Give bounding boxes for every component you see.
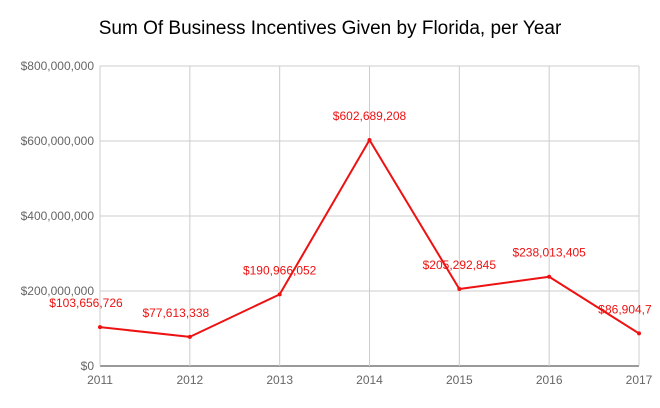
x-tick-label: 2015 [446, 373, 473, 387]
data-label: $602,689,208 [333, 109, 407, 123]
y-tick-label: $400,000,000 [21, 209, 95, 223]
data-point [277, 292, 282, 297]
x-tick-label: 2012 [176, 373, 203, 387]
y-axis-ticks: $0 $200,000,000 $400,000,000 $600,000,000 $8… [21, 59, 95, 373]
x-tick-label: 2011 [87, 373, 113, 387]
chart-title: Sum Of Business Incentives Given by Flor… [98, 18, 562, 39]
x-axis-ticks: 2011 2012 2013 2014 2015 2016 2017 [87, 373, 653, 387]
y-tick-label: $800,000,000 [21, 59, 95, 73]
y-tick-label: $600,000,000 [21, 134, 95, 148]
data-point [187, 334, 192, 339]
data-label: $77,613,338 [142, 306, 209, 320]
y-tick-label: $200,000,000 [21, 284, 95, 298]
data-point [367, 137, 372, 142]
series-group [98, 137, 641, 339]
x-tick-label: 2017 [626, 373, 653, 387]
data-point [98, 325, 102, 330]
x-tick-label: 2016 [536, 373, 563, 387]
data-label: $205,292,845 [423, 258, 497, 272]
y-tick-label: $0 [81, 359, 95, 373]
x-tick-label: 2014 [356, 373, 383, 387]
data-labels: $103,656,726 $77,613,338 $190,966,052 $602,… [49, 109, 652, 320]
x-tick-label: 2013 [266, 373, 293, 387]
data-label: $86,904,7 [598, 302, 652, 316]
data-label: $190,966,052 [243, 263, 317, 277]
data-label: $103,656,726 [49, 296, 123, 310]
data-point [457, 287, 462, 292]
data-label: $238,013,405 [512, 246, 586, 260]
data-point [547, 274, 552, 279]
data-point [637, 331, 641, 336]
